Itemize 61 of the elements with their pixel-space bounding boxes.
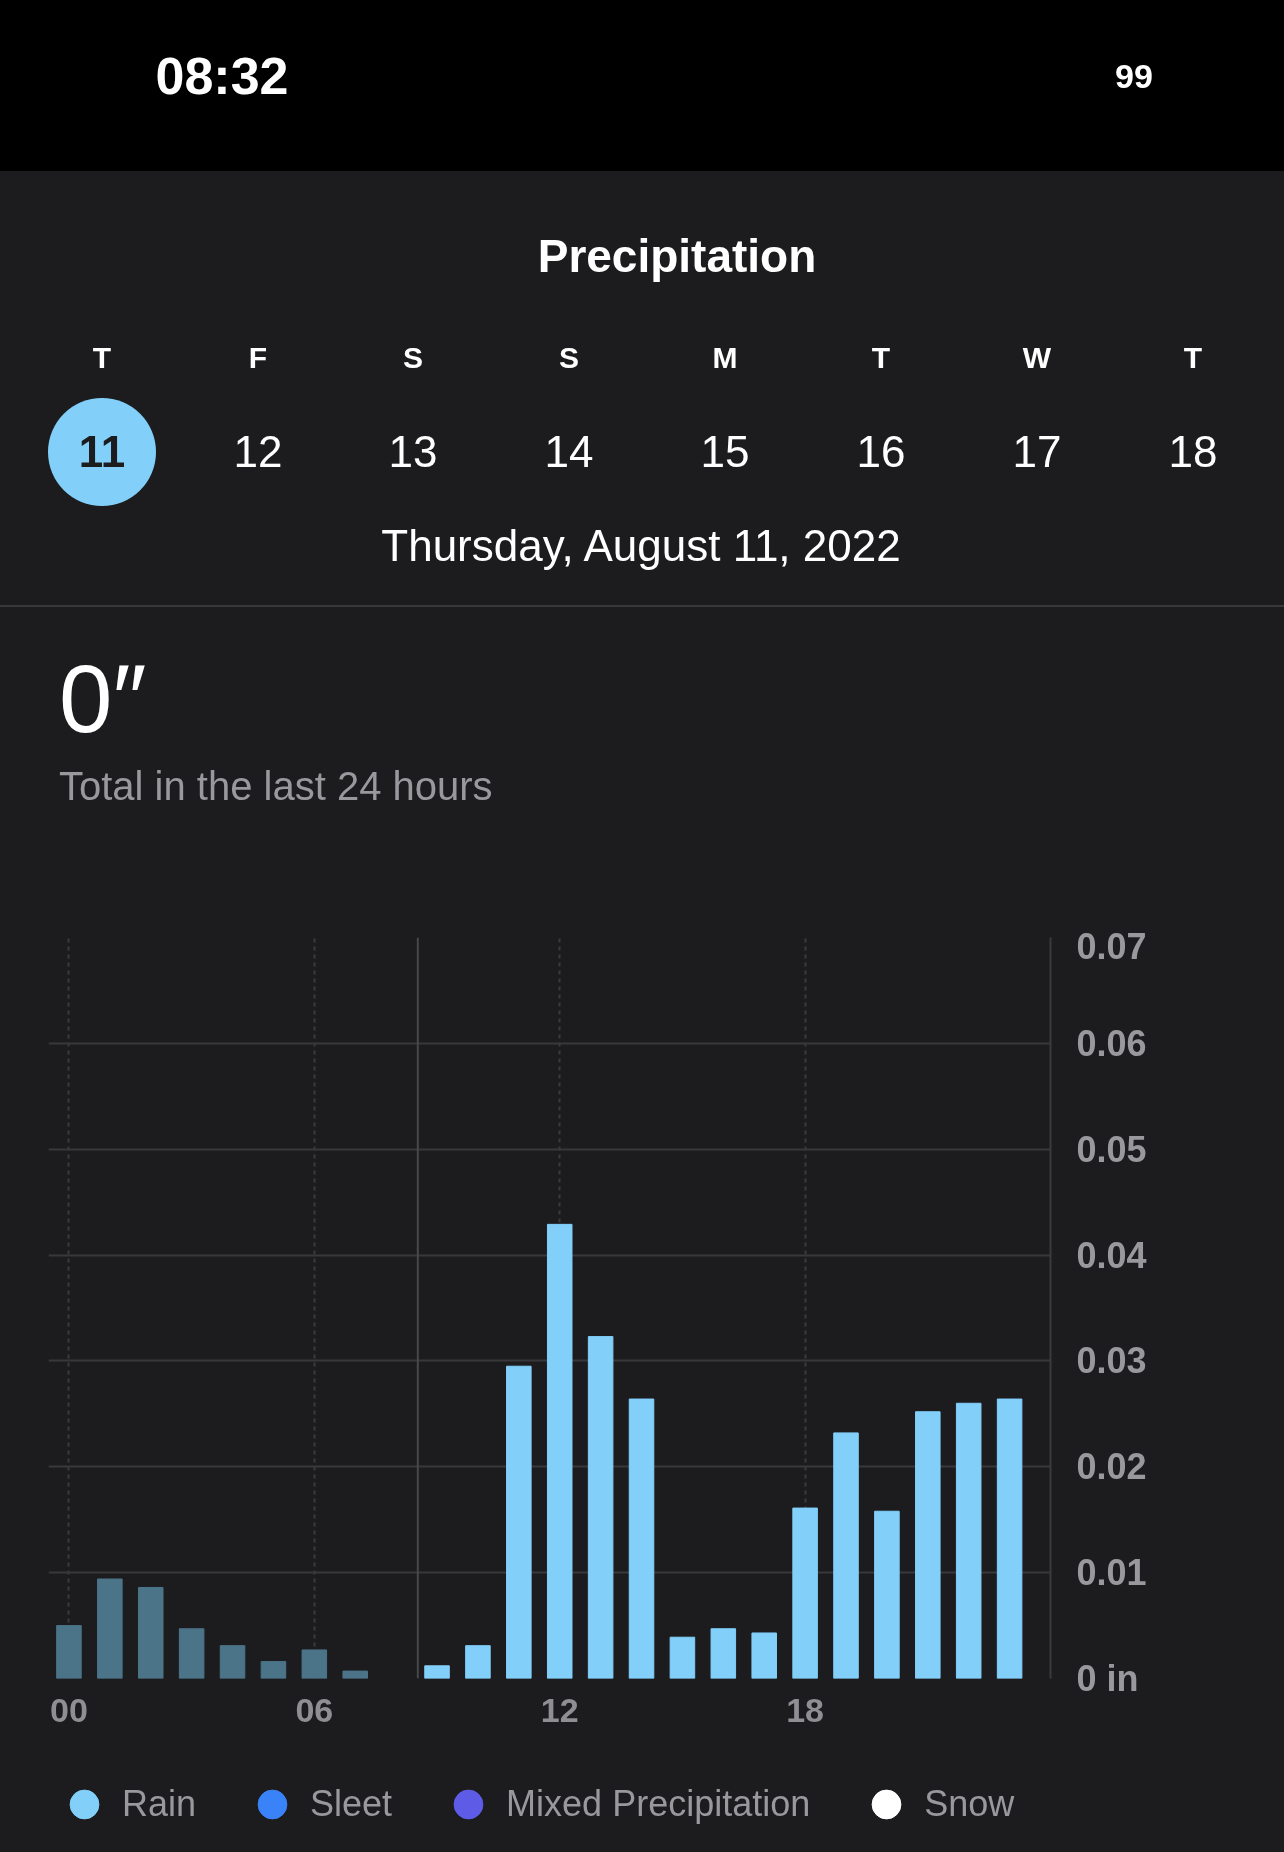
bar [301,1649,328,1679]
x-tick-label: 18 [786,1690,825,1729]
bar [628,1398,655,1679]
x-tick-label: 12 [540,1690,579,1729]
text: W [1022,340,1052,376]
bar [792,1507,818,1679]
bar [996,1398,1023,1679]
bar [915,1411,941,1679]
bar [669,1636,696,1679]
bar [546,1223,573,1679]
chart-subtitle: Thursday, August 11, 2022 [381,520,901,572]
y-tick-label: 0 in [1076,1658,1139,1699]
text: 0″ [59,643,147,754]
text: 11 [78,426,126,478]
x-tick-label: 06 [295,1690,334,1729]
bar [710,1628,737,1679]
y-tick-label: 0.05 [1076,1128,1147,1170]
bar [342,1670,368,1679]
y-tick-label: 0.06 [1076,1022,1147,1064]
bar [424,1665,450,1679]
text: 17 [1012,426,1062,478]
y-tick-label: 0.01 [1076,1552,1147,1594]
text: 15 [700,426,750,478]
x-tick-label: 00 [50,1690,88,1729]
text: 12 [233,426,283,478]
bar [506,1365,532,1679]
bar [465,1645,491,1679]
chart-title: Precipitation [537,229,817,283]
text: 13 [388,426,438,478]
bar [587,1336,614,1679]
legend-label: Snow [924,1783,1015,1825]
bar [137,1586,164,1679]
text: S [402,340,424,376]
bar [833,1432,859,1679]
text: 14 [544,426,594,478]
legend-label: Sleet [310,1783,393,1825]
text: 99 [1115,57,1153,97]
text: T [871,340,891,376]
bar [955,1402,982,1679]
text: Total in the last 24 hours [59,763,493,809]
bar [178,1628,205,1679]
legend-label: Rain [122,1783,197,1825]
text: 18 [1168,426,1218,478]
bar [874,1510,900,1679]
bar [56,1625,82,1679]
y-tick-label: 0.02 [1076,1446,1147,1488]
text: 16 [856,426,906,478]
text: S [558,340,580,376]
bar [260,1661,287,1679]
bar [751,1632,777,1679]
y-tick-label: 0.07 [1076,925,1147,967]
bar [97,1578,123,1679]
y-tick-label: 0.03 [1076,1340,1147,1382]
text: T [1183,340,1203,376]
text: F [248,340,268,376]
text: M [712,340,738,376]
y-tick-label: 0.04 [1076,1234,1147,1276]
text: 08:32 [155,47,289,107]
legend-label: Mixed Precipitation [506,1783,811,1825]
text: T [92,340,112,376]
bar [219,1645,246,1679]
